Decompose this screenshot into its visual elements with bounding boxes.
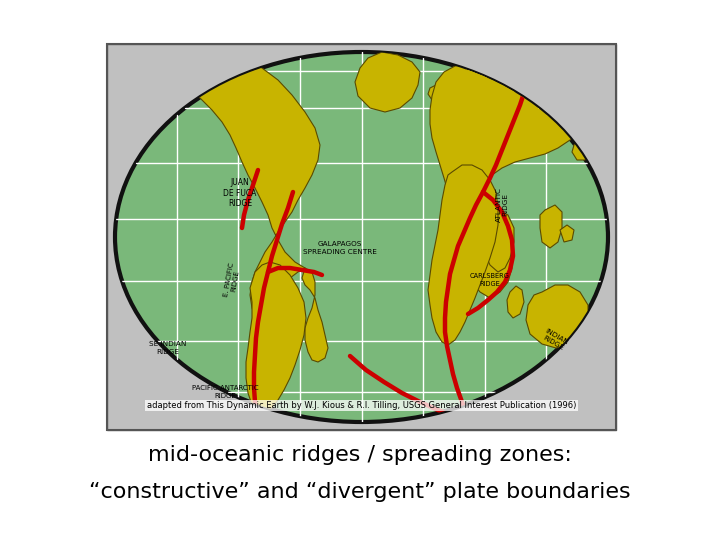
Text: SE INDIAN
RIDGE: SE INDIAN RIDGE	[149, 341, 186, 354]
Text: JUAN
DE FUCA
RIDGE: JUAN DE FUCA RIDGE	[223, 178, 257, 208]
Bar	[107, 44, 616, 430]
Text: adapted from This Dynamic Earth by W.J. Kious & R.I. Tilling, USGS General Inter: adapted from This Dynamic Earth by W.J. …	[147, 401, 576, 410]
Polygon shape	[355, 52, 420, 112]
Bar	[107, 44, 616, 430]
Polygon shape	[526, 285, 588, 348]
Text: ATLANTIC
RIDGE: ATLANTIC RIDGE	[495, 187, 508, 222]
Polygon shape	[155, 57, 328, 362]
Polygon shape	[246, 262, 306, 413]
Polygon shape	[446, 68, 515, 165]
Text: GALAPAGOS
SPREADING CENTRE: GALAPAGOS SPREADING CENTRE	[303, 241, 377, 254]
Ellipse shape	[115, 52, 608, 422]
Text: INDIAN
RIDGE: INDIAN RIDGE	[541, 328, 570, 352]
Polygon shape	[428, 165, 498, 345]
Text: PACIFIC ANTARCTIC
RIDGE: PACIFIC ANTARCTIC RIDGE	[192, 386, 258, 399]
Polygon shape	[120, 408, 590, 432]
Text: mid-oceanic ridges / spreading zones:: mid-oceanic ridges / spreading zones:	[148, 445, 572, 465]
Polygon shape	[595, 342, 606, 360]
Text: E. PACIFIC
RIDGE: E. PACIFIC RIDGE	[222, 262, 241, 298]
Polygon shape	[572, 138, 590, 160]
Polygon shape	[428, 84, 448, 102]
Polygon shape	[482, 210, 514, 272]
Polygon shape	[540, 205, 562, 248]
Text: CARLSBERG
RIDGE: CARLSBERG RIDGE	[470, 273, 510, 287]
Polygon shape	[466, 56, 494, 82]
Polygon shape	[430, 54, 608, 298]
Polygon shape	[507, 286, 524, 318]
Text: “constructive” and “divergent” plate boundaries: “constructive” and “divergent” plate bou…	[89, 482, 631, 502]
Polygon shape	[560, 225, 574, 242]
Ellipse shape	[115, 52, 608, 422]
